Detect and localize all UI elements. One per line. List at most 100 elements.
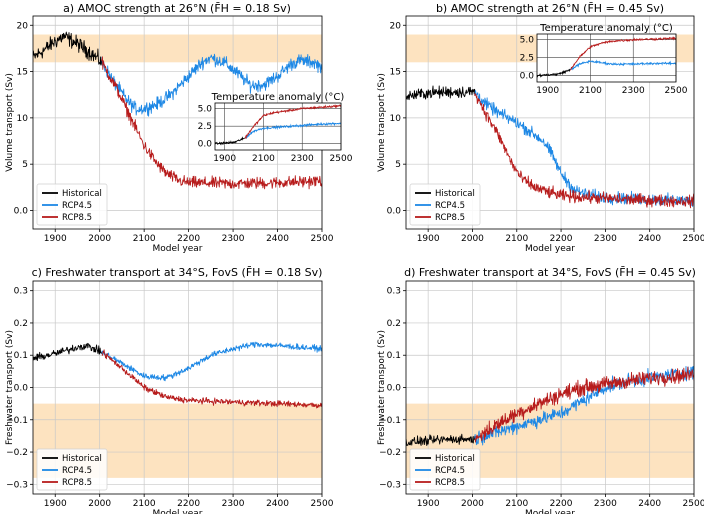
inset-series-historical <box>214 136 246 146</box>
inset-chart: 1900 2100 2300 2500 0.0 2.5 5.0 Temperature ano… <box>198 92 353 164</box>
x-tick-label: 2400 <box>266 234 289 244</box>
y-tick-label: 0.0 <box>14 384 29 394</box>
legend-label: Historical <box>62 454 102 464</box>
x-tick-label: 2100 <box>505 234 528 244</box>
series-line-rcp85 <box>474 93 694 209</box>
x-axis-label: Model year <box>153 509 203 514</box>
series-line-historical <box>33 31 103 66</box>
y-tick-label: 0.0 <box>387 384 402 394</box>
x-tick-label: 2500 <box>683 234 704 244</box>
y-tick-label: 15 <box>390 68 401 78</box>
inset-x-tick-label: 2300 <box>622 86 645 96</box>
y-axis-label: Freshwater transport (Sv) <box>5 330 15 445</box>
x-axis-label: Model year <box>153 244 203 254</box>
chart-panel-c: 1900 2000 2100 2200 2300 2400 2500 −0.3 −0.2 −0.1… <box>5 266 334 514</box>
chart-title: c) Freshwater transport at 34°S, FovS (F… <box>32 266 323 279</box>
plot-frame <box>405 15 695 230</box>
y-tick-label: −0.2 <box>6 448 28 458</box>
legend-label: RCP4.5 <box>435 201 465 211</box>
chart-title: d) Freshwater transport at 34°S, FovS (F… <box>404 266 696 279</box>
legend-label: RCP4.5 <box>62 466 92 476</box>
legend: Historical RCP4.5 RCP8.5 <box>409 183 481 226</box>
inset-y-tick-label: 5.0 <box>520 36 535 46</box>
legend-label: Historical <box>435 454 475 464</box>
inset-series-historical <box>536 68 571 78</box>
y-tick-label: 20 <box>17 21 29 31</box>
inset-x-tick-label: 2100 <box>579 86 602 96</box>
series-line-rcp45 <box>101 53 322 117</box>
y-tick-label: 0.2 <box>14 319 28 329</box>
x-tick-label: 1900 <box>44 499 67 509</box>
legend: Historical RCP4.5 RCP8.5 <box>36 448 108 491</box>
legend-label: RCP8.5 <box>435 478 465 488</box>
inset-x-tick-label: 2500 <box>665 86 688 96</box>
legend-label: RCP8.5 <box>62 213 92 223</box>
x-tick-label: 2500 <box>311 499 334 509</box>
x-tick-label: 1900 <box>44 234 67 244</box>
inset-background <box>537 34 676 82</box>
x-tick-label: 2000 <box>461 234 484 244</box>
x-tick-label: 2100 <box>133 234 156 244</box>
y-tick-label: 10 <box>17 114 29 124</box>
y-tick-label: −0.3 <box>379 480 401 490</box>
inset-series-rcp85 <box>244 104 342 140</box>
series-line-rcp45 <box>101 341 322 382</box>
x-tick-label: 2200 <box>177 499 200 509</box>
legend-box <box>36 183 108 226</box>
legend: Historical RCP4.5 RCP8.5 <box>36 183 108 226</box>
legend: Historical RCP4.5 RCP8.5 <box>409 448 481 491</box>
x-tick-label: 1900 <box>417 499 440 509</box>
inset-series-rcp85 <box>569 36 677 71</box>
x-axis-label: Model year <box>525 509 575 514</box>
x-tick-label: 2300 <box>594 234 617 244</box>
legend-label: RCP4.5 <box>62 201 92 211</box>
x-tick-label: 2400 <box>266 499 289 509</box>
y-tick-label: 0.3 <box>14 287 28 297</box>
series-line-rcp85 <box>101 349 322 409</box>
legend-box <box>409 448 481 491</box>
y-tick-label: 5 <box>395 160 401 170</box>
x-tick-label: 2300 <box>594 499 617 509</box>
x-tick-label: 2400 <box>638 234 661 244</box>
y-tick-label: 0.1 <box>387 351 401 361</box>
inset-y-tick-label: 0.0 <box>520 72 535 82</box>
x-tick-label: 2200 <box>177 234 200 244</box>
legend-label: RCP8.5 <box>435 213 465 223</box>
x-tick-label: 2200 <box>550 234 573 244</box>
chart-title: b) AMOC strength at 26°N (F̄H = 0.45 Sv) <box>436 2 664 15</box>
inset-title: Temperature anomaly (°C) <box>539 23 673 34</box>
y-tick-label: 0.0 <box>387 206 402 216</box>
x-tick-label: 2400 <box>638 499 661 509</box>
legend-label: Historical <box>62 189 102 199</box>
inset-x-tick-label: 1900 <box>213 154 236 164</box>
y-tick-label: 0.3 <box>387 287 401 297</box>
inset-series-rcp45 <box>569 59 677 71</box>
series-line-historical <box>406 85 476 101</box>
series-line-rcp85 <box>101 56 322 190</box>
x-tick-label: 2000 <box>88 234 111 244</box>
y-axis-label: Volume transport (Sv) <box>377 73 387 172</box>
x-tick-label: 2500 <box>683 499 704 509</box>
inset-frame <box>536 33 677 83</box>
inset-chart: 1900 2100 2300 2500 0.0 2.5 5.0 Temperature ano… <box>520 23 688 96</box>
y-tick-label: 5 <box>22 160 28 170</box>
y-tick-label: 15 <box>17 68 28 78</box>
y-tick-label: −0.1 <box>379 416 401 426</box>
y-tick-label: 20 <box>390 21 402 31</box>
legend-box <box>409 183 481 226</box>
inset-x-tick-label: 2100 <box>252 154 275 164</box>
inset-y-tick-label: 5.0 <box>198 105 213 115</box>
x-tick-label: 2100 <box>133 499 156 509</box>
x-tick-label: 2000 <box>461 499 484 509</box>
y-tick-label: 0.1 <box>14 351 28 361</box>
y-tick-label: −0.2 <box>379 448 401 458</box>
y-tick-label: 0.0 <box>14 206 29 216</box>
inset-y-tick-label: 0.0 <box>198 140 213 150</box>
legend-label: Historical <box>435 189 475 199</box>
series-line-rcp45 <box>474 90 694 207</box>
chart-panel-b: 1900 2000 2100 2200 2300 2400 2500 0.0 5 10 15 20 Mo… <box>377 2 704 254</box>
inset-series-rcp45 <box>244 121 342 139</box>
x-tick-label: 2300 <box>222 499 245 509</box>
x-tick-label: 2200 <box>550 499 573 509</box>
